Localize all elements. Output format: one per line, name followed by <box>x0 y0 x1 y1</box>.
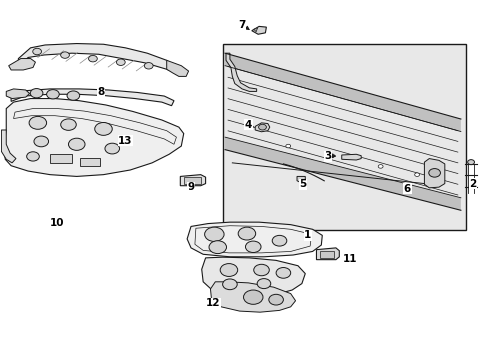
Circle shape <box>257 279 270 289</box>
Polygon shape <box>251 26 266 34</box>
Circle shape <box>268 294 283 305</box>
Circle shape <box>68 138 85 150</box>
Circle shape <box>258 124 266 130</box>
Text: 8: 8 <box>97 87 104 98</box>
Bar <box>80 158 100 166</box>
Circle shape <box>414 173 419 176</box>
Circle shape <box>116 59 125 66</box>
Circle shape <box>428 168 440 177</box>
Circle shape <box>220 264 237 276</box>
Polygon shape <box>224 137 460 210</box>
Polygon shape <box>1 130 16 163</box>
Text: 5: 5 <box>299 179 306 189</box>
Text: 4: 4 <box>244 120 251 130</box>
Circle shape <box>27 152 39 161</box>
Circle shape <box>30 89 43 98</box>
Circle shape <box>105 143 119 154</box>
Circle shape <box>34 136 48 147</box>
Polygon shape <box>224 53 460 131</box>
Circle shape <box>204 227 224 242</box>
Polygon shape <box>166 60 188 76</box>
Circle shape <box>276 267 290 278</box>
Text: 12: 12 <box>205 298 220 308</box>
Circle shape <box>285 144 290 148</box>
Polygon shape <box>6 89 30 99</box>
Circle shape <box>222 279 237 290</box>
Bar <box>50 154 72 163</box>
Circle shape <box>329 154 334 157</box>
Polygon shape <box>253 28 257 32</box>
Circle shape <box>243 290 263 304</box>
Circle shape <box>95 122 112 135</box>
Text: 7: 7 <box>238 19 245 30</box>
Polygon shape <box>316 248 339 260</box>
Circle shape <box>208 241 226 253</box>
Polygon shape <box>296 176 305 183</box>
Polygon shape <box>201 257 305 296</box>
Polygon shape <box>4 99 183 176</box>
Circle shape <box>67 91 80 100</box>
Bar <box>222 44 465 230</box>
Bar <box>319 251 334 257</box>
Circle shape <box>377 165 382 168</box>
Circle shape <box>238 227 255 240</box>
Text: 13: 13 <box>118 136 132 146</box>
Circle shape <box>61 119 76 130</box>
Text: 3: 3 <box>324 151 331 161</box>
Polygon shape <box>210 282 295 312</box>
Text: 6: 6 <box>403 184 410 194</box>
Polygon shape <box>19 44 176 73</box>
Text: 10: 10 <box>50 218 64 228</box>
Circle shape <box>61 52 69 58</box>
Polygon shape <box>225 53 256 91</box>
Text: 11: 11 <box>343 253 357 264</box>
Circle shape <box>29 116 46 129</box>
Polygon shape <box>11 89 174 106</box>
Text: 2: 2 <box>468 179 476 189</box>
Text: 9: 9 <box>187 182 194 192</box>
Polygon shape <box>255 123 269 132</box>
Circle shape <box>88 55 97 62</box>
Polygon shape <box>9 59 35 70</box>
Bar <box>183 177 201 184</box>
Polygon shape <box>341 154 361 160</box>
Circle shape <box>272 235 286 246</box>
Text: 1: 1 <box>304 230 311 240</box>
Polygon shape <box>424 158 444 188</box>
Circle shape <box>46 90 59 99</box>
Circle shape <box>144 63 153 69</box>
Circle shape <box>253 264 269 276</box>
Circle shape <box>245 241 261 252</box>
Polygon shape <box>187 222 322 257</box>
Circle shape <box>33 48 41 55</box>
Polygon shape <box>180 175 205 186</box>
Circle shape <box>467 159 473 165</box>
